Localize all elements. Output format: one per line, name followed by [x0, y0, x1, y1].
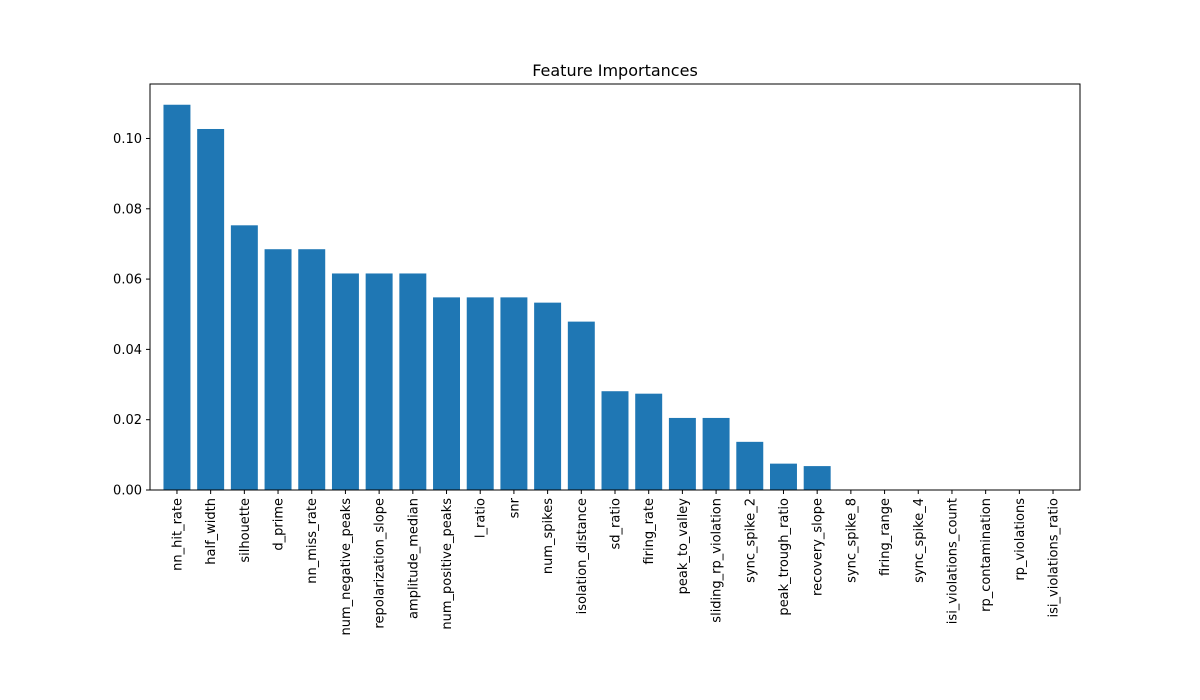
- x-tick-label: sd_ratio: [609, 498, 624, 550]
- bar-nn-miss-rate: [298, 249, 326, 490]
- bar-silhouette: [230, 225, 258, 490]
- chart-title: Feature Importances: [532, 61, 698, 80]
- bar-num-positive-peaks: [433, 297, 460, 490]
- x-tick-label: amplitude_median: [406, 498, 421, 619]
- x-tick-label: isi_violations_count: [945, 498, 960, 624]
- bar-sync-spike-2: [736, 441, 764, 490]
- x-tick-label: repolarization_slope: [373, 498, 388, 629]
- x-tick-label: nn_miss_rate: [305, 498, 320, 584]
- bar-num-spikes: [534, 302, 562, 490]
- x-tick-label: sync_spike_2: [743, 498, 758, 583]
- x-tick-label: firing_rate: [642, 498, 657, 565]
- x-tick-label: sliding_rp_violation: [710, 498, 725, 623]
- y-tick-label: 0.10: [113, 132, 142, 147]
- bar-sliding-rp-violation: [702, 417, 730, 490]
- x-tick-label: silhouette: [238, 498, 253, 563]
- y-tick-label: 0.02: [113, 413, 142, 428]
- x-tick-label: num_positive_peaks: [440, 498, 455, 630]
- y-tick-label: 0.04: [113, 343, 142, 358]
- x-tick-label: rp_violations: [1013, 498, 1028, 581]
- bar-snr: [500, 297, 528, 490]
- y-tick-label: 0.00: [113, 484, 142, 499]
- x-tick-label: num_spikes: [541, 498, 556, 574]
- bar-peak-to-valley: [668, 417, 696, 490]
- y-tick-label: 0.06: [113, 273, 142, 288]
- bar-nn-hit-rate: [163, 104, 191, 491]
- bar-isolation-distance: [567, 321, 595, 490]
- bars-group: [163, 104, 831, 491]
- x-tick-label: recovery_slope: [811, 498, 826, 596]
- x-tick-label: snr: [507, 497, 522, 518]
- y-axis: 0.00 0.02 0.04 0.06 0.08 0.10: [113, 132, 150, 499]
- x-tick-label: peak_to_valley: [676, 498, 691, 595]
- x-tick-label: firing_range: [878, 498, 893, 576]
- x-tick-label: num_negative_peaks: [339, 498, 354, 636]
- bar-recovery-slope: [803, 466, 831, 490]
- bar-peak-trough-ratio: [770, 463, 797, 490]
- bar-l-ratio: [466, 297, 494, 490]
- x-tick-label: rp_contamination: [979, 498, 994, 612]
- bar-num-negative-peaks: [331, 273, 359, 490]
- bar-firing-rate: [635, 393, 663, 490]
- bar-d-prime: [264, 249, 292, 490]
- y-tick-label: 0.08: [113, 202, 142, 217]
- x-tick-label: l_ratio: [474, 498, 489, 538]
- x-tick-label: half_width: [204, 498, 219, 565]
- plot-frame: [149, 83, 1081, 491]
- bar-half-width: [197, 128, 225, 491]
- bar-amplitude-median: [399, 273, 427, 490]
- x-tick-label: sync_spike_8: [844, 498, 859, 583]
- x-axis: nn_hit_rate half_width silhouette d_prime nn…: [170, 490, 1062, 636]
- bar-sd-ratio: [601, 391, 629, 490]
- x-tick-label: isi_violations_ratio: [1047, 498, 1062, 618]
- x-tick-label: d_prime: [272, 498, 287, 551]
- bar-repolarization-slope: [365, 273, 393, 490]
- x-tick-label: isolation_distance: [575, 498, 590, 614]
- x-tick-label: nn_hit_rate: [170, 498, 185, 571]
- x-tick-label: peak_trough_ratio: [777, 498, 792, 616]
- x-tick-label: sync_spike_4: [912, 498, 927, 583]
